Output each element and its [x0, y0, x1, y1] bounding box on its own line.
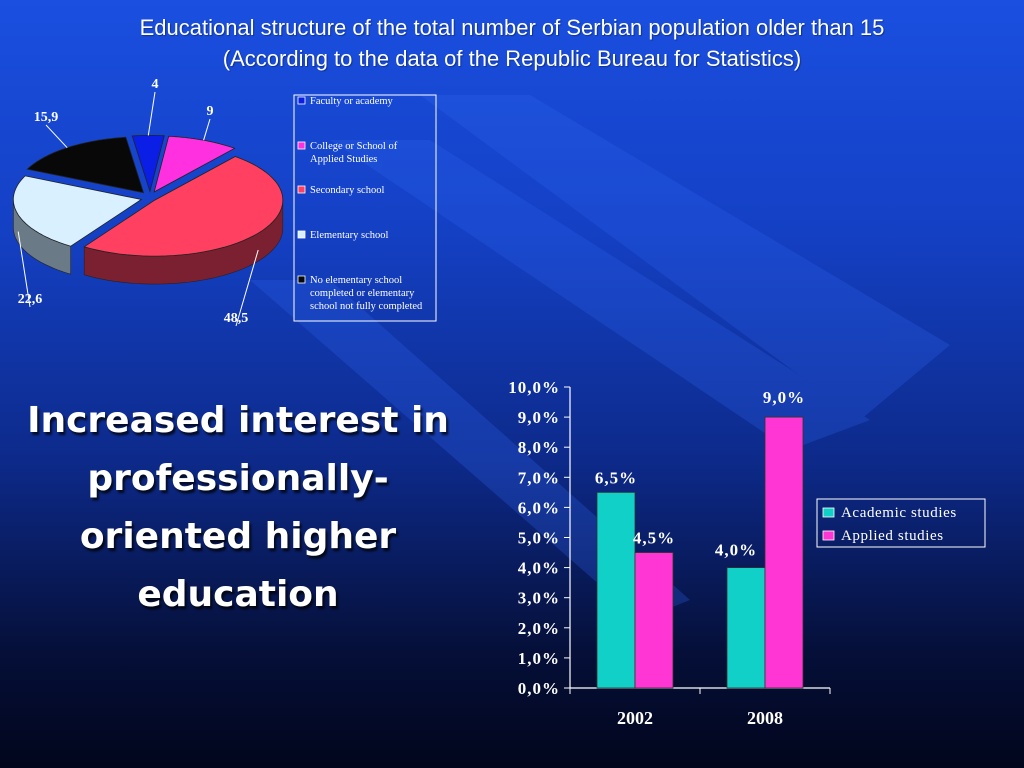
y-tick-label: 2,0%	[518, 619, 560, 638]
bar-applied-2008	[764, 416, 804, 689]
pie-legend-swatch	[297, 96, 306, 105]
bar-academic-2008	[726, 567, 766, 689]
y-tick-label: 10,0%	[508, 378, 560, 397]
pie-legend-swatch	[297, 141, 306, 150]
pie-legend-swatch	[297, 185, 306, 194]
pie-leader-line	[203, 118, 211, 141]
bar-legend-box	[816, 498, 986, 548]
bar-data-label: 9,0%	[763, 388, 805, 407]
pie-slice-2	[83, 156, 284, 257]
x-category-label: 2008	[747, 708, 783, 728]
bar-legend-swatch	[822, 507, 835, 518]
y-tick-label: 6,0%	[518, 498, 560, 517]
pie-legend-label: Secondary school	[310, 185, 384, 196]
y-tick-label: 1,0%	[518, 649, 560, 668]
pie-legend-label: Elementary school	[310, 230, 389, 241]
pie-leader-line	[147, 91, 156, 136]
y-tick-label: 0,0%	[518, 679, 560, 698]
bar-data-label: 4,5%	[633, 529, 675, 548]
pie-legend-box	[293, 94, 437, 322]
bar-data-label: 6,5%	[595, 468, 637, 487]
bar-x-tick-labels: 2002 2008	[617, 708, 783, 728]
pie-leader-line	[45, 124, 68, 149]
slide-title: Educational structure of the total numbe…	[0, 12, 1024, 74]
bar-legend-swatch	[822, 530, 835, 541]
y-tick-label: 4,0%	[518, 559, 560, 578]
bar-y-tick-labels: 0,0% 1,0% 2,0% 3,0% 4,0% 5,0% 6,0% 7,0% 8,0% 9,0%…	[508, 378, 560, 698]
pie-slice-3	[12, 175, 143, 247]
pie-legend-label: College or School of Applied Studies	[310, 141, 398, 165]
y-tick-label: 7,0%	[518, 468, 560, 487]
bar-applied-2002	[634, 552, 674, 689]
bar-academic-2002	[596, 491, 636, 689]
pie-value-labels: 4 9 48,5 22,6 15,9	[18, 77, 249, 326]
pie-legend: Faculty or academy College or School of Ap…	[293, 94, 437, 322]
title-line-1: Educational structure of the total numbe…	[139, 15, 885, 40]
pie-value-label: 48,5	[224, 311, 249, 326]
pie-leader-line	[235, 249, 259, 327]
bar-bars	[596, 416, 804, 689]
pie-legend-swatch	[297, 230, 306, 239]
pie-leader-line	[17, 231, 31, 308]
bar-legend-label: Applied studies	[841, 528, 944, 544]
pie-legend-swatch	[297, 275, 306, 284]
y-tick-label: 8,0%	[518, 438, 560, 457]
slide-headline: Increased interest in professionally-ori…	[27, 400, 449, 615]
bar-legend-label: Academic studies	[841, 505, 957, 521]
bar-data-labels: 6,5% 4,5% 4,0% 9,0%	[595, 388, 805, 560]
pie-chart: 4 9 48,5 22,6 15,9 Faculty or academy College…	[12, 77, 437, 327]
y-tick-label: 3,0%	[518, 589, 560, 608]
bar-data-label: 4,0%	[715, 541, 757, 560]
title-line-2: (According to the data of the Republic B…	[222, 46, 802, 71]
pie-value-label: 15,9	[34, 110, 59, 125]
x-category-label: 2002	[617, 708, 653, 728]
pie-legend-label: Faculty or academy	[310, 96, 394, 107]
pie-value-label: 22,6	[18, 292, 43, 307]
pie-value-label: 9	[207, 104, 214, 119]
y-tick-label: 5,0%	[518, 529, 560, 548]
pie-leaders	[17, 91, 259, 327]
bar-legend: Academic studies Applied studies	[816, 498, 986, 548]
pie-legend-label: No elementary school completed or element…	[310, 275, 423, 312]
y-tick-label: 9,0%	[518, 408, 560, 427]
pie-value-label: 4	[152, 77, 159, 92]
